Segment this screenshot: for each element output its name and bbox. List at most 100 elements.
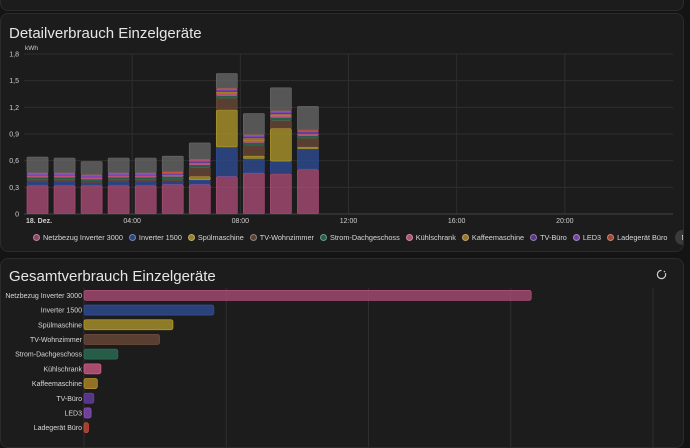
legend-color-dot	[607, 233, 615, 241]
category-label-netzbezug-inverter-3000: Netzbezug Inverter 3000	[5, 293, 82, 300]
bar-led3	[83, 407, 92, 419]
legend-label: TV-Wohnzimmer	[259, 232, 314, 242]
bar-segment-tv-buero	[53, 174, 76, 176]
bar-segment-netzbezug-inverter-3000	[215, 176, 238, 214]
bar-segment-spuelmaschine	[188, 176, 211, 181]
bar-segment-strom-dachgeschoss	[53, 177, 76, 181]
hour-bar-stack-0900	[270, 87, 292, 214]
y-tick-label: 1,5	[9, 78, 19, 85]
x-tick-label: 08:00	[232, 218, 250, 224]
bar-segment-led3	[161, 172, 184, 175]
bar-segment-andere	[270, 87, 292, 111]
legend-item-spuelmaschine[interactable]: Spülmaschine	[187, 232, 244, 242]
bar-segment-kuehlschrank	[161, 174, 184, 177]
bar-segment-tv-wohnzimmer	[161, 179, 184, 181]
legend-item-inverter-1500[interactable]: Inverter 1500	[128, 232, 182, 242]
legend-label: Ladegerät Büro	[617, 232, 668, 242]
bar-segment-inverter-1500	[26, 181, 49, 186]
hour-bar-stack-0000	[26, 156, 49, 214]
bar-segment-led3	[26, 173, 49, 175]
legend-item-kaffeemaschine[interactable]: Kaffeemaschine	[461, 233, 524, 242]
bar-segment-netzbezug-inverter-3000	[134, 185, 157, 214]
bar-segment-strom-dachgeschoss	[134, 177, 157, 181]
y-tick-label: 0,6	[9, 158, 19, 165]
detail-bars	[26, 73, 319, 214]
y-tick-label: 0,9	[9, 132, 19, 139]
bar-segment-ladegeraet-buero	[53, 172, 76, 175]
bar-segment-tv-buero	[188, 161, 211, 164]
bar-segment-spuelmaschine	[297, 147, 319, 149]
bar-segment-strom-dachgeschoss	[26, 177, 49, 181]
previous-card	[0, 0, 684, 11]
bar-segment-netzbezug-inverter-3000	[26, 185, 49, 214]
bar-segment-strom-dachgeschoss	[270, 117, 292, 121]
bar-segment-strom-dachgeschoss	[107, 177, 130, 181]
bar-segment-tv-buero	[270, 112, 292, 115]
x-tick-label: 12:00	[340, 218, 358, 224]
bar-segment-kuehlschrank	[26, 175, 49, 178]
legend-label: Spülmaschine	[197, 232, 244, 242]
bar-segment-inverter-1500	[161, 180, 184, 185]
bar-segment-inverter-1500	[53, 181, 76, 186]
legend-label: Netzbezug Inverter 3000	[43, 232, 123, 242]
legend-label: Strom-Dachgeschoss	[329, 232, 400, 242]
bar-segment-ladegeraet-buero	[270, 110, 292, 112]
bar-segment-kaffeemaschine	[270, 114, 292, 117]
detail-stacked-bar-chart: 0 0,3 0,6 0,9 1,2 1,5 1,8 kWh 18. Dez. 04:00 08:00…	[9, 45, 673, 224]
detail-usage-card: Detailverbrauch Einzelgeräte 0 0,3 0,6 0,9 1…	[0, 13, 684, 252]
legend-item-strom-dachgeschoss[interactable]: Strom-Dachgeschoss	[319, 232, 400, 242]
total-horizontal-bar-chart: Netzbezug Inverter 3000 Inverter 1500 Spül…	[5, 288, 654, 447]
x-tick-label: 20:00	[556, 218, 574, 224]
bar-segment-inverter-1500	[188, 179, 211, 185]
bar-strom-dachgeschoss	[83, 348, 119, 360]
bar-segment-tv-wohnzimmer	[270, 120, 292, 129]
category-label-kaffeemaschine: Kaffeemaschine	[32, 381, 82, 388]
legend-color-dot	[319, 233, 327, 241]
legend-item-tv-buero[interactable]: TV-Büro	[530, 233, 567, 242]
x-tick-label: 04:00	[123, 218, 141, 224]
bar-segment-tv-buero	[243, 136, 265, 139]
legend-item-tv-wohnzimmer[interactable]: TV-Wohnzimmer	[249, 232, 314, 242]
bar-segment-strom-dachgeschoss	[243, 142, 265, 146]
detail-card-title: Detailverbrauch Einzelgeräte	[9, 25, 202, 42]
bar-segment-tv-buero	[161, 173, 184, 175]
refresh-icon[interactable]	[656, 269, 667, 280]
legend-item-kuehlschrank[interactable]: Kühlschrank	[405, 232, 456, 242]
legend-item-ladegeraet-buero[interactable]: Ladegerät Büro	[607, 233, 667, 242]
y-axis-unit: kWh	[25, 45, 38, 52]
bar-segment-spuelmaschine	[243, 155, 265, 159]
bar-segment-kuehlschrank	[215, 93, 238, 96]
category-label-inverter-1500: Inverter 1500	[41, 308, 82, 315]
y-tick-label: 0	[15, 212, 19, 219]
legend-item-led3[interactable]: LED3	[572, 233, 601, 242]
bar-segment-andere	[26, 156, 49, 173]
bar-segment-kuehlschrank	[53, 175, 76, 178]
legend-label: Kühlschrank	[415, 232, 456, 242]
category-label-spuelmaschine: Spülmaschine	[38, 322, 82, 329]
bar-segment-andere	[297, 106, 319, 131]
bar-segment-strom-dachgeschoss	[161, 176, 184, 180]
bar-segment-andere	[134, 157, 157, 173]
legend-more-button[interactable]: Mehr (22)⌄	[675, 229, 683, 245]
more-button-label: Mehr (22)	[681, 233, 683, 242]
bar-segment-led3	[297, 131, 319, 133]
legend-label: Inverter 1500	[138, 232, 182, 242]
bar-segment-andere	[107, 157, 130, 173]
bar-segment-spuelmaschine	[270, 128, 292, 162]
bar-segment-led3	[53, 173, 76, 175]
y-tick-label: 1,8	[9, 52, 19, 59]
category-label-ladegeraet-buero: Ladegerät Büro	[34, 425, 82, 432]
bar-segment-led3	[243, 135, 265, 137]
bar-segment-strom-dachgeschoss	[215, 95, 238, 99]
bar-segment-led3	[215, 89, 238, 91]
bar-segment-ladegeraet-buero	[80, 174, 103, 176]
x-tick-label: 18. Dez.	[26, 218, 52, 224]
bar-segment-inverter-1500	[80, 182, 103, 186]
bar-segment-netzbezug-inverter-3000	[161, 184, 184, 214]
x-tick-label: 16:00	[448, 218, 466, 224]
bar-segment-andere	[243, 113, 265, 135]
legend-item-netzbezug-inverter-3000[interactable]: Netzbezug Inverter 3000	[33, 233, 123, 242]
bar-ladegeraet-buero	[83, 422, 89, 434]
bar-segment-ladegeraet-buero	[215, 88, 238, 90]
legend-color-dot	[187, 233, 195, 241]
